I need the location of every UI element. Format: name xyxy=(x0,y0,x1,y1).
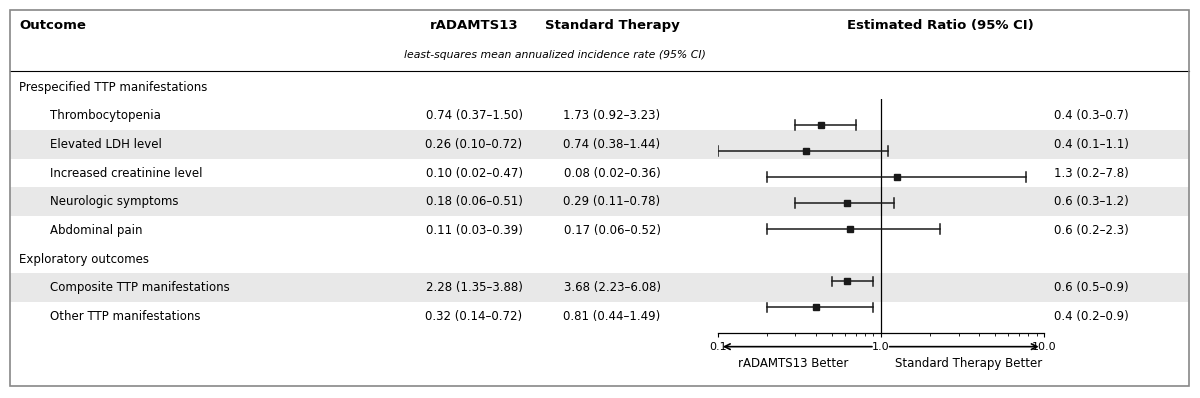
Text: 1.73 (0.92–3.23): 1.73 (0.92–3.23) xyxy=(564,109,660,122)
Text: 3.68 (2.23–6.08): 3.68 (2.23–6.08) xyxy=(564,281,660,294)
Text: Estimated Ratio (95% CI): Estimated Ratio (95% CI) xyxy=(847,20,1034,32)
Text: 0.4 (0.2–0.9): 0.4 (0.2–0.9) xyxy=(1054,310,1128,323)
Text: rADAMTS13: rADAMTS13 xyxy=(430,20,518,32)
Text: 0.18 (0.06–0.51): 0.18 (0.06–0.51) xyxy=(426,195,522,208)
Text: Other TTP manifestations: Other TTP manifestations xyxy=(50,310,200,323)
Text: 0.10 (0.02–0.47): 0.10 (0.02–0.47) xyxy=(426,167,522,179)
Text: 0.17 (0.06–0.52): 0.17 (0.06–0.52) xyxy=(564,224,660,237)
Text: Standard Therapy: Standard Therapy xyxy=(545,20,679,32)
Text: 0.81 (0.44–1.49): 0.81 (0.44–1.49) xyxy=(563,310,661,323)
Text: Exploratory outcomes: Exploratory outcomes xyxy=(19,253,149,265)
Text: Neurologic symptoms: Neurologic symptoms xyxy=(50,195,179,208)
Bar xyxy=(10,130,1189,159)
Text: 0.6 (0.2–2.3): 0.6 (0.2–2.3) xyxy=(1054,224,1128,237)
Text: Prespecified TTP manifestations: Prespecified TTP manifestations xyxy=(19,81,208,94)
Text: least-squares mean annualized incidence rate (95% CI): least-squares mean annualized incidence … xyxy=(404,50,706,60)
Text: 0.74 (0.38–1.44): 0.74 (0.38–1.44) xyxy=(564,138,660,151)
Bar xyxy=(10,187,1189,216)
Text: 0.32 (0.14–0.72): 0.32 (0.14–0.72) xyxy=(426,310,522,323)
Text: Abdominal pain: Abdominal pain xyxy=(50,224,143,237)
Text: Elevated LDH level: Elevated LDH level xyxy=(50,138,162,151)
Text: 0.4 (0.1–1.1): 0.4 (0.1–1.1) xyxy=(1054,138,1128,151)
Text: Composite TTP manifestations: Composite TTP manifestations xyxy=(50,281,230,294)
Text: Outcome: Outcome xyxy=(19,20,86,32)
Text: 0.29 (0.11–0.78): 0.29 (0.11–0.78) xyxy=(564,195,660,208)
Text: 0.74 (0.37–1.50): 0.74 (0.37–1.50) xyxy=(426,109,522,122)
Text: 0.08 (0.02–0.36): 0.08 (0.02–0.36) xyxy=(564,167,660,179)
Text: 2.28 (1.35–3.88): 2.28 (1.35–3.88) xyxy=(426,281,522,294)
Text: 0.11 (0.03–0.39): 0.11 (0.03–0.39) xyxy=(426,224,522,237)
Text: 1.3 (0.2–7.8): 1.3 (0.2–7.8) xyxy=(1054,167,1128,179)
Text: 0.6 (0.3–1.2): 0.6 (0.3–1.2) xyxy=(1054,195,1128,208)
Bar xyxy=(10,273,1189,302)
Text: 0.6 (0.5–0.9): 0.6 (0.5–0.9) xyxy=(1054,281,1128,294)
Text: Increased creatinine level: Increased creatinine level xyxy=(50,167,203,179)
Text: rADAMTS13 Better: rADAMTS13 Better xyxy=(738,357,848,370)
Text: 0.26 (0.10–0.72): 0.26 (0.10–0.72) xyxy=(426,138,522,151)
Text: 0.4 (0.3–0.7): 0.4 (0.3–0.7) xyxy=(1054,109,1128,122)
Text: Thrombocytopenia: Thrombocytopenia xyxy=(50,109,161,122)
Text: Standard Therapy Better: Standard Therapy Better xyxy=(895,357,1042,370)
